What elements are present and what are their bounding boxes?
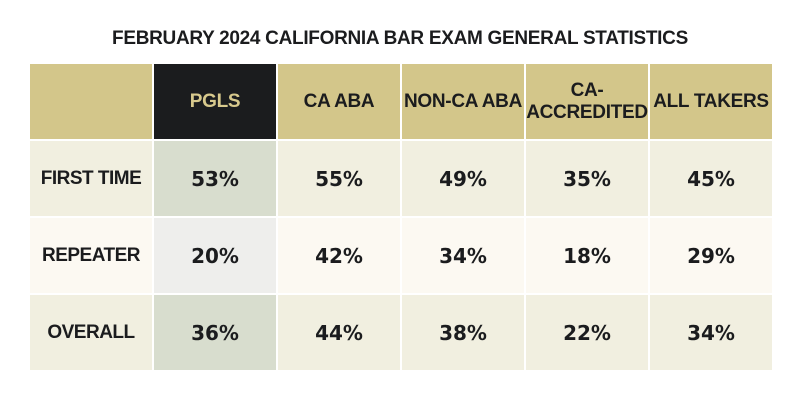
column-header: PGLS: [154, 64, 276, 139]
table-cell: 29%: [650, 218, 772, 293]
table-cell: 35%: [526, 141, 648, 216]
table-title: FEBRUARY 2024 CALIFORNIA BAR EXAM GENERA…: [112, 28, 688, 49]
table-cell: 42%: [278, 218, 400, 293]
table-cell: 34%: [650, 295, 772, 370]
row-label: OVERALL: [30, 295, 152, 370]
table-cell: 38%: [402, 295, 524, 370]
row-label: REPEATER: [30, 218, 152, 293]
column-header: CA ABA: [278, 64, 400, 139]
table-cell: 22%: [526, 295, 648, 370]
column-header: NON-CA ABA: [402, 64, 524, 139]
table-cell: 44%: [278, 295, 400, 370]
header-corner-cell: [30, 64, 152, 139]
table-cell: 49%: [402, 141, 524, 216]
table-cell: 36%: [154, 295, 276, 370]
table-cell: 53%: [154, 141, 276, 216]
column-header: ALL TAKERS: [650, 64, 772, 139]
column-header: CA-ACCREDITED: [526, 64, 648, 139]
stats-table: PGLS CA ABA NON-CA ABA CA-ACCREDITED ALL TAK…: [30, 64, 772, 370]
table-cell: 34%: [402, 218, 524, 293]
table-cell: 20%: [154, 218, 276, 293]
row-label: FIRST TIME: [30, 141, 152, 216]
table-cell: 45%: [650, 141, 772, 216]
table-cell: 18%: [526, 218, 648, 293]
table-cell: 55%: [278, 141, 400, 216]
